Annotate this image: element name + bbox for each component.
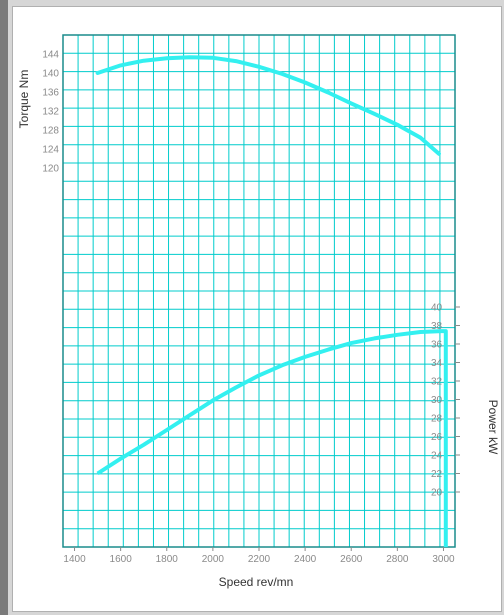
power-tick-label: 20 [431,488,443,499]
power-tick-label: 22 [431,469,443,480]
engine-performance-chart: 144 140 136 132 128 124 120 40 38 36 34 32 30 28 26 24… [17,34,500,589]
power-axis-ticks: 40 38 36 34 32 30 28 26 24 22 20 [431,303,460,499]
speed-tick-label: 2600 [340,554,363,565]
torque-tick-label: 128 [42,126,59,137]
window-left-edge [0,0,8,615]
power-tick-label: 38 [431,321,443,332]
power-tick-label: 34 [431,358,443,369]
speed-tick-label: 2200 [248,554,271,565]
grid [62,34,456,548]
torque-tick-label: 124 [42,145,59,156]
speed-tick-label: 2400 [294,554,317,565]
speed-axis-label: Speed rev/mn [219,575,294,589]
power-tick-label: 32 [431,377,443,388]
torque-tick-label: 132 [42,107,59,118]
power-tick-label: 28 [431,414,443,425]
speed-tick-label: 2000 [202,554,225,565]
torque-curve [95,55,441,156]
power-tick-label: 24 [431,451,443,462]
speed-tick-label: 1400 [63,554,86,565]
torque-axis-ticks: 144 140 136 132 128 124 120 [42,50,59,175]
torque-tick-label: 136 [42,88,59,99]
power-tick-label: 30 [431,395,443,406]
speed-tick-label: 3000 [432,554,455,565]
speed-tick-label: 2800 [386,554,409,565]
power-tick-label: 40 [431,303,443,314]
power-tick-label: 36 [431,340,443,351]
chart-panel: 144 140 136 132 128 124 120 40 38 36 34 32 30 28 26 24… [12,6,502,612]
power-axis-label: Power kW [486,400,500,455]
torque-axis-label: Torque Nm [17,70,31,129]
speed-tick-label: 1800 [156,554,179,565]
torque-tick-label: 144 [42,50,59,61]
power-tick-label: 26 [431,432,443,443]
torque-tick-label: 140 [42,69,59,80]
speed-axis-ticks: 1400 1600 1800 2000 2200 2400 2600 2800 3000 [63,547,455,565]
power-curve [96,329,448,547]
speed-tick-label: 1600 [110,554,133,565]
torque-tick-label: 120 [42,164,59,175]
